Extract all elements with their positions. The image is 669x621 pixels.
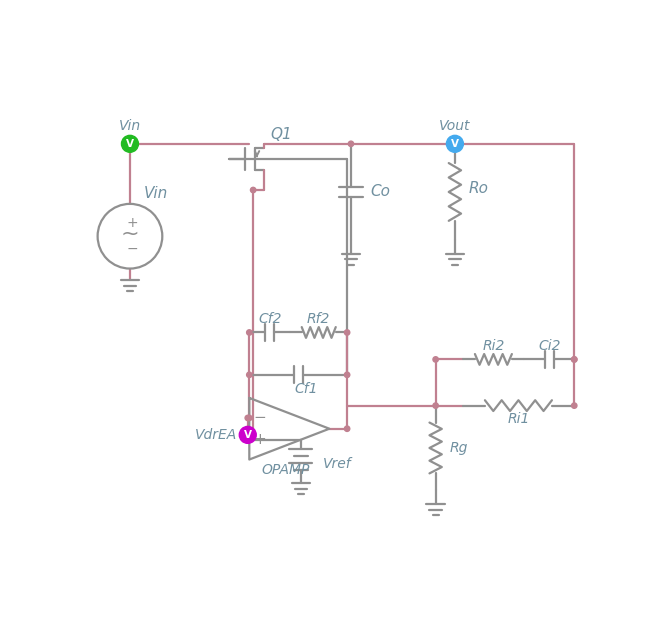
- Text: +: +: [126, 216, 138, 230]
- Circle shape: [452, 141, 458, 147]
- Circle shape: [452, 141, 458, 147]
- Circle shape: [345, 426, 350, 432]
- Text: Ci2: Ci2: [538, 338, 561, 353]
- Circle shape: [247, 372, 252, 378]
- Text: Ro: Ro: [469, 181, 489, 196]
- Text: +: +: [254, 432, 266, 447]
- Text: Vref: Vref: [322, 457, 351, 471]
- Circle shape: [122, 135, 138, 152]
- Text: ~: ~: [120, 224, 139, 244]
- Text: V: V: [126, 139, 134, 149]
- Text: Co: Co: [370, 184, 390, 199]
- Text: Rf2: Rf2: [307, 312, 330, 325]
- Text: Q1: Q1: [270, 127, 292, 142]
- Circle shape: [571, 356, 577, 362]
- Circle shape: [245, 415, 250, 420]
- Text: Rg: Rg: [450, 441, 468, 455]
- Circle shape: [571, 356, 577, 362]
- Text: Cf1: Cf1: [294, 382, 318, 396]
- Text: V: V: [244, 430, 252, 440]
- Circle shape: [247, 415, 252, 420]
- Circle shape: [433, 356, 438, 362]
- Text: Ri1: Ri1: [507, 412, 530, 427]
- Circle shape: [247, 330, 252, 335]
- Circle shape: [349, 141, 354, 147]
- Text: Cf2: Cf2: [258, 312, 282, 325]
- Text: Ri2: Ri2: [482, 338, 504, 353]
- Text: Vin: Vin: [144, 186, 168, 201]
- Text: Vin: Vin: [119, 119, 141, 133]
- Text: V: V: [451, 139, 459, 149]
- Text: −: −: [254, 410, 266, 425]
- Text: Vout: Vout: [439, 119, 471, 133]
- Text: −: −: [126, 242, 138, 256]
- Circle shape: [446, 135, 464, 152]
- Circle shape: [345, 372, 350, 378]
- Text: OPAMP: OPAMP: [262, 463, 310, 478]
- Text: VdrEA: VdrEA: [195, 428, 237, 442]
- Circle shape: [240, 427, 256, 443]
- Circle shape: [571, 403, 577, 409]
- Circle shape: [250, 188, 256, 193]
- Circle shape: [433, 403, 438, 409]
- Circle shape: [345, 330, 350, 335]
